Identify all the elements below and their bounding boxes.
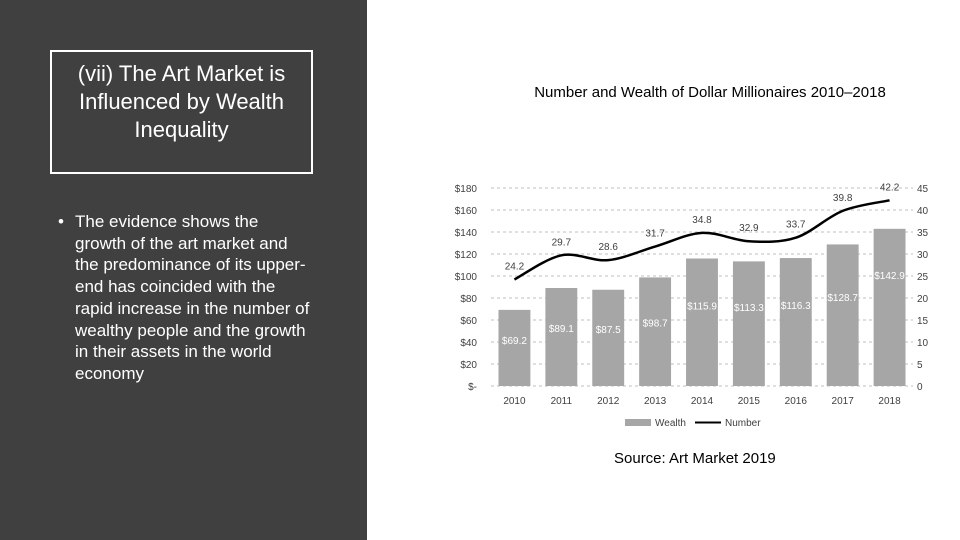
bar-label: $113.3: [734, 303, 764, 314]
bullet-symbol: •: [58, 212, 64, 231]
legend-swatch-wealth: [625, 419, 651, 426]
bar-wealth: [592, 289, 625, 386]
x-tick-label: 2010: [503, 396, 526, 407]
y-tick-label: $120: [455, 250, 478, 261]
y-tick-label: $20: [460, 360, 477, 371]
bar-label: $116.3: [781, 301, 811, 312]
y-tick-label: $60: [460, 316, 477, 327]
line-label: 39.8: [833, 193, 853, 204]
y-tick-label: $40: [460, 338, 477, 349]
y2-tick-label: 20: [917, 294, 929, 305]
line-label: 42.2: [880, 182, 900, 193]
line-label: 34.8: [692, 215, 712, 226]
line-label: 32.9: [739, 223, 759, 234]
bar-wealth: [545, 287, 578, 386]
bar-wealth: [873, 228, 906, 386]
y-tick-label: $100: [455, 272, 478, 283]
y-tick-label: $180: [455, 184, 478, 195]
legend-label-wealth: Wealth: [655, 418, 686, 429]
bar-wealth: [779, 258, 812, 386]
y2-tick-label: 40: [917, 206, 929, 217]
line-label: 29.7: [552, 237, 572, 248]
line-label: 28.6: [598, 242, 618, 253]
bar-wealth: [639, 277, 672, 386]
bar-wealth: [732, 261, 765, 386]
y2-tick-label: 10: [917, 338, 929, 349]
source-note: Source: Art Market 2019: [614, 450, 776, 467]
bar-label: $128.7: [827, 293, 858, 304]
bar-label: $98.7: [643, 318, 668, 329]
bullet-point: • The evidence shows the growth of the a…: [58, 211, 310, 385]
x-tick-label: 2015: [738, 396, 761, 407]
bar-label: $87.5: [596, 325, 621, 336]
line-label: 24.2: [505, 262, 525, 273]
y2-tick-label: 45: [917, 184, 929, 195]
y-tick-label: $140: [455, 228, 478, 239]
bar-wealth: [498, 309, 531, 386]
x-tick-label: 2018: [878, 396, 901, 407]
x-tick-label: 2012: [597, 396, 620, 407]
chart-title: Number and Wealth of Dollar Millionaires…: [534, 84, 886, 101]
bar-label: $142.9: [874, 271, 905, 282]
legend-label-number: Number: [725, 418, 761, 429]
left-panel: (vii) The Art Market is Influenced by We…: [0, 0, 367, 540]
bar-label: $115.9: [687, 302, 717, 313]
line-label: 31.7: [645, 229, 665, 240]
bullet-text: The evidence shows the growth of the art…: [75, 212, 310, 383]
chart-svg: $- $20 $40 $60 $80 $100 $120 $140 $160 $180 0 5 10 15…: [455, 182, 929, 429]
y2-tick-label: 15: [917, 316, 929, 327]
y2-tick-label: 35: [917, 228, 929, 239]
chart: $- $20 $40 $60 $80 $100 $120 $140 $160 $180 0 5 10 15…: [445, 176, 945, 436]
x-tick-label: 2013: [644, 396, 667, 407]
x-tick-label: 2016: [785, 396, 808, 407]
bar-label: $89.1: [549, 324, 574, 335]
x-tick-label: 2014: [691, 396, 714, 407]
y-tick-label: $80: [460, 294, 477, 305]
x-tick-label: 2011: [551, 396, 573, 407]
bar-wealth: [686, 258, 718, 386]
bar-label: $69.2: [502, 336, 527, 347]
y2-tick-label: 5: [917, 360, 923, 371]
line-number: [513, 199, 890, 281]
y2-tick-label: 0: [917, 382, 923, 393]
y2-tick-label: 30: [917, 250, 929, 261]
title-box: (vii) The Art Market is Influenced by We…: [50, 50, 313, 174]
line-label: 33.7: [786, 220, 806, 231]
slide-title: (vii) The Art Market is Influenced by We…: [77, 61, 286, 142]
x-tick-label: 2017: [832, 396, 855, 407]
y-tick-label: $160: [455, 206, 478, 217]
bar-wealth: [826, 244, 859, 386]
y2-tick-label: 25: [917, 272, 929, 283]
y-tick-label: $-: [468, 382, 477, 393]
